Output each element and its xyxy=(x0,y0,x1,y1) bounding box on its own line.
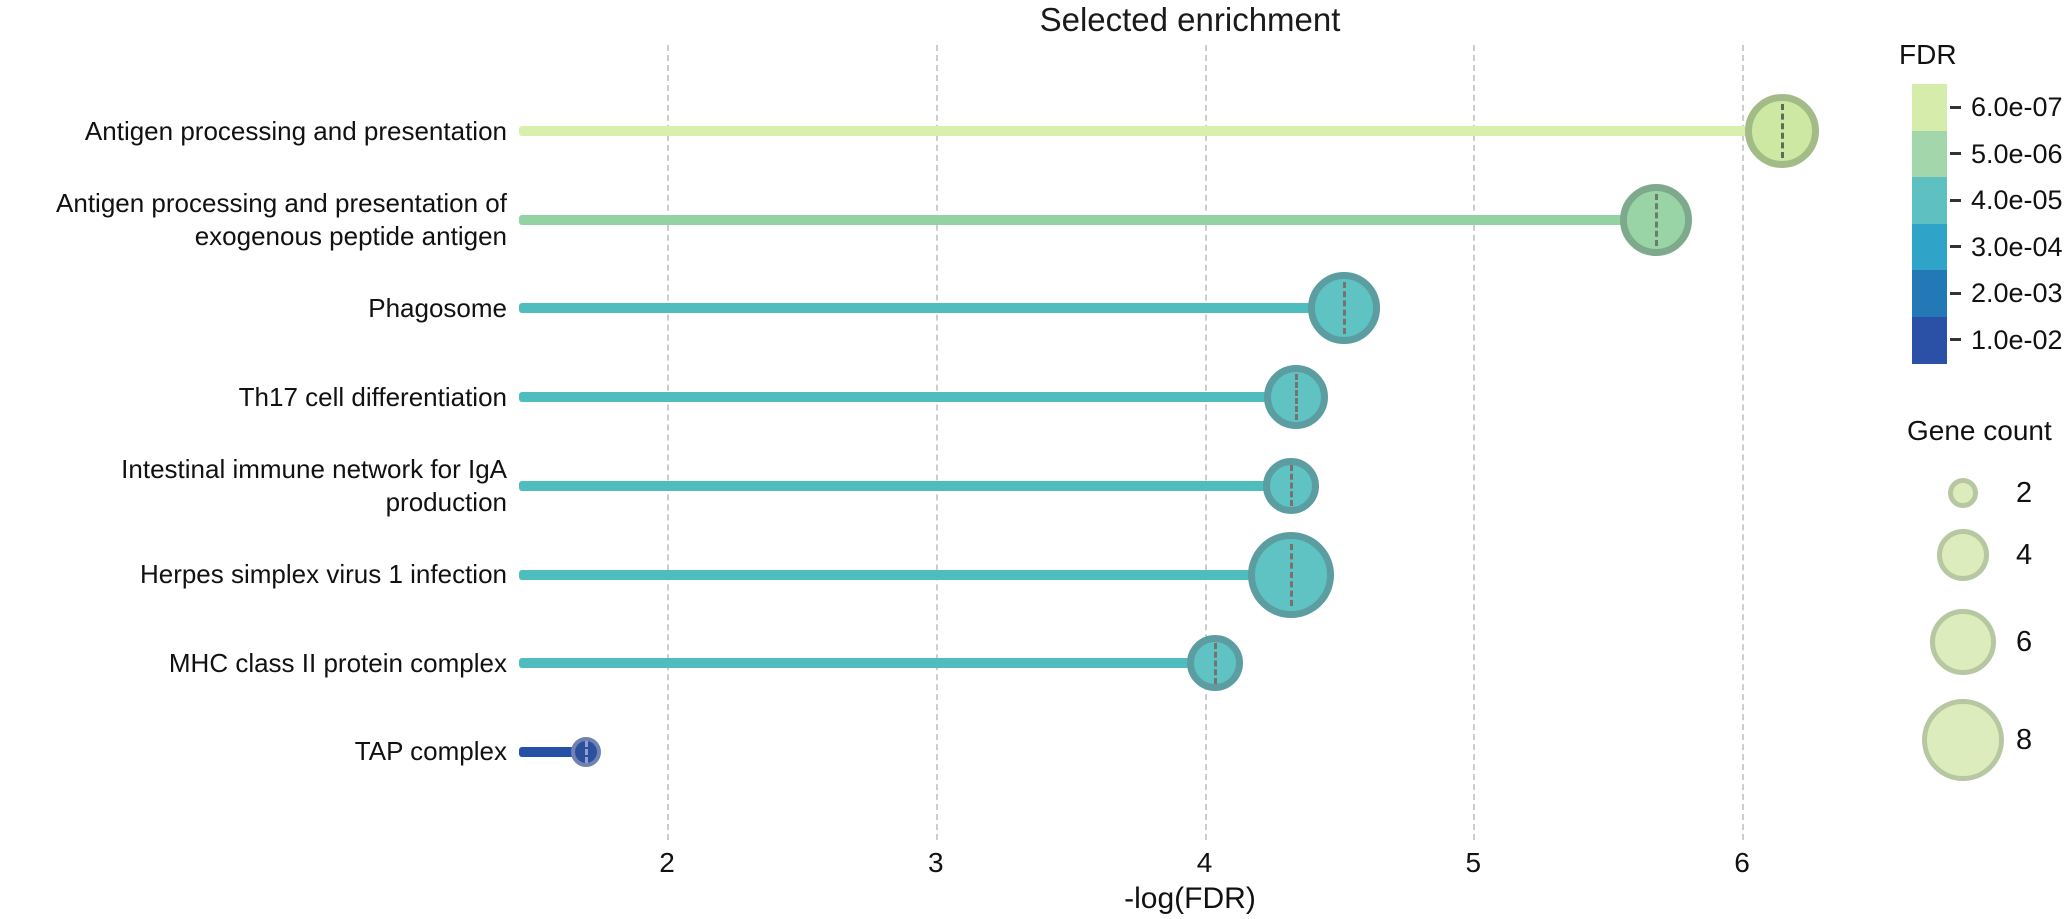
dot-center-dash xyxy=(1289,465,1293,507)
x-tick-label: 3 xyxy=(927,847,944,878)
dot-center-dash xyxy=(1343,282,1347,335)
category-label: Antigen processing and presentation xyxy=(84,115,507,146)
gene-count-legend-dot xyxy=(1922,699,2004,781)
category-label: TAP complex xyxy=(354,736,507,767)
gene-count-legend-label: 8 xyxy=(2016,724,2033,756)
fdr-colorbar-segment xyxy=(1912,130,1947,178)
fdr-legend-title: FDR xyxy=(1899,39,1957,70)
fdr-colorbar-tick xyxy=(1950,245,1961,249)
gene-count-legend-title: Gene count xyxy=(1907,415,2052,446)
fdr-colorbar-segment xyxy=(1912,177,1947,225)
fdr-colorbar-tick xyxy=(1950,105,1961,109)
chart-title: Selected enrichment xyxy=(1039,1,1341,38)
category-label: MHC class II protein complex xyxy=(168,647,507,678)
lollipop-stem xyxy=(519,214,1656,225)
fdr-colorbar-tick xyxy=(1950,198,1961,202)
lollipop-stem xyxy=(519,126,1783,136)
lollipop-stem xyxy=(519,746,587,757)
fdr-colorbar-tick-label: 1.0e-02 xyxy=(1971,324,2063,355)
fdr-colorbar-segment xyxy=(1912,316,1947,364)
dot-center-dash xyxy=(1214,642,1218,684)
lollipop-stem xyxy=(519,658,1216,669)
dot-center-dash xyxy=(1655,193,1658,246)
x-tick-label: 5 xyxy=(1465,847,1482,878)
dot-center-dash xyxy=(1289,543,1293,606)
fdr-colorbar-tick xyxy=(1950,338,1961,342)
fdr-colorbar-tick-label: 5.0e-06 xyxy=(1971,138,2063,169)
category-label: Intestinal immune network for IgA produc… xyxy=(121,453,507,517)
gene-count-legend-label: 2 xyxy=(2016,477,2033,509)
x-gridline xyxy=(1204,45,1207,840)
category-label: Antigen processing and presentation of e… xyxy=(56,187,507,251)
gene-count-legend-dot xyxy=(1930,609,1996,675)
lollipop-stem xyxy=(519,392,1296,403)
lollipop-stem xyxy=(519,569,1291,580)
x-axis-title: -log(FDR) xyxy=(1124,882,1256,915)
x-gridline xyxy=(1742,45,1744,840)
dot-center-dash xyxy=(1294,374,1298,421)
dot-center-dash xyxy=(585,740,589,763)
fdr-colorbar-tick-label: 6.0e-07 xyxy=(1971,92,2063,123)
fdr-colorbar-tick-label: 2.0e-03 xyxy=(1971,278,2063,309)
gene-count-legend-label: 4 xyxy=(2016,539,2033,571)
x-tick-label: 4 xyxy=(1196,847,1213,878)
gene-count-legend-dot xyxy=(1937,529,1989,581)
fdr-colorbar-segment xyxy=(1912,84,1947,132)
lollipop-stem xyxy=(519,303,1345,314)
fdr-colorbar-tick-label: 3.0e-04 xyxy=(1971,231,2063,262)
fdr-colorbar-segment xyxy=(1912,223,1947,271)
x-tick-label: 6 xyxy=(1734,847,1750,878)
x-gridline xyxy=(1473,45,1476,840)
gene-count-legend-dot xyxy=(1948,478,1978,508)
category-label: Th17 cell differentiation xyxy=(238,381,507,412)
gene-count-legend-label: 6 xyxy=(2016,626,2033,658)
x-gridline xyxy=(935,45,938,840)
dot-center-dash xyxy=(1781,104,1785,158)
x-gridline xyxy=(667,45,669,840)
lollipop-stem xyxy=(519,480,1291,491)
fdr-colorbar-segment xyxy=(1912,270,1947,318)
fdr-colorbar-tick-label: 4.0e-05 xyxy=(1971,185,2063,216)
category-label: Phagosome xyxy=(368,292,507,323)
fdr-colorbar-tick xyxy=(1950,291,1961,295)
x-tick-label: 2 xyxy=(659,847,675,878)
fdr-colorbar-tick xyxy=(1950,152,1961,156)
category-label: Herpes simplex virus 1 infection xyxy=(139,559,507,589)
